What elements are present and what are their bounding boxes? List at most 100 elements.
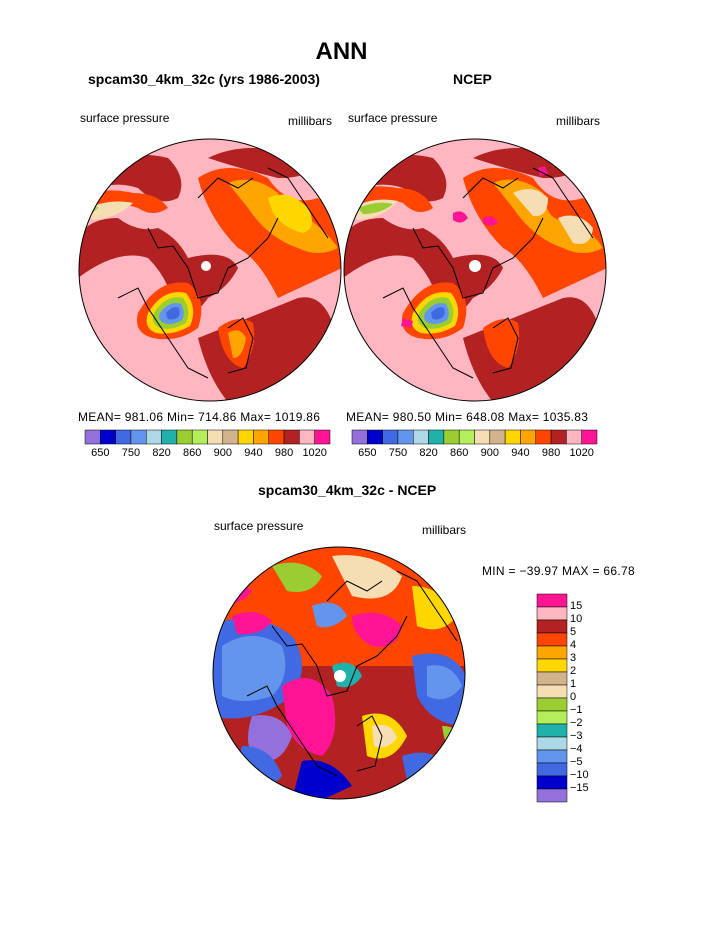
colorbar-tick-label: −1 (570, 704, 583, 716)
colorbar-swatch (382, 429, 399, 445)
colorbar-tick-label: −3 (570, 730, 583, 742)
colorbar-tick-label: 820 (152, 447, 171, 459)
colorbar-tick-label: 650 (358, 447, 377, 459)
colorbar-tick-label: 1 (570, 678, 577, 690)
colorbar-swatch (299, 429, 315, 445)
colorbar-tick-label: 750 (121, 447, 141, 459)
colorbar-tick-label: 650 (91, 447, 110, 459)
left-colorbar (84, 429, 331, 445)
colorbar-swatch (520, 429, 536, 445)
colorbar-tick-label: 860 (183, 447, 202, 459)
colorbar-swatch (536, 775, 568, 790)
colorbar-tick-label: 940 (244, 447, 263, 459)
colorbar-swatch (489, 429, 506, 445)
colorbar-tick-label: 15 (570, 600, 583, 612)
colorbar-swatch (283, 429, 300, 445)
colorbar-swatch (458, 429, 475, 445)
colorbar-swatch (536, 645, 568, 660)
colorbar-swatch (536, 710, 568, 725)
colorbar-swatch (536, 606, 568, 621)
right-variable-label: surface pressure (348, 111, 438, 125)
colorbar-swatch (536, 671, 568, 686)
colorbar-swatch (536, 762, 568, 777)
colorbar-swatch (222, 429, 239, 445)
colorbar-swatch (100, 429, 116, 445)
diff-stats: MIN = −39.97 MAX = 66.78 (482, 564, 635, 578)
colorbar-swatch (535, 429, 552, 445)
colorbar-swatch (367, 429, 383, 445)
colorbar-tick-label: −10 (570, 769, 589, 781)
colorbar-tick-label: 1020 (302, 447, 327, 459)
colorbar-swatch (536, 736, 568, 751)
diff-colorbar-ticks: 15 10 5 4 3 2 1 0 −1 −2 −3 −4 −5 −10 −15 (570, 594, 610, 802)
colorbar-tick-label: 900 (480, 447, 499, 459)
right-stats: MEAN= 980.50 Min= 648.08 Max= 1035.83 (346, 410, 589, 424)
colorbar-swatch (130, 429, 147, 445)
colorbar-swatch (550, 429, 567, 445)
colorbar-tick-label: 2 (570, 665, 577, 677)
left-units-label: millibars (288, 114, 333, 128)
left-variable-label: surface pressure (80, 111, 170, 125)
colorbar-swatch (566, 429, 582, 445)
colorbar-swatch (413, 429, 429, 445)
colorbar-swatch (161, 429, 178, 445)
colorbar-tick-label: −5 (570, 756, 583, 768)
diff-polar-map (212, 546, 466, 800)
diff-units-label: millibars (422, 523, 467, 537)
colorbar-swatch (581, 429, 598, 445)
colorbar-tick-label: 980 (274, 447, 294, 459)
colorbar-tick-label: 4 (570, 639, 577, 651)
colorbar-swatch (176, 429, 193, 445)
right-polar-map (343, 138, 607, 402)
colorbar-swatch (268, 429, 285, 445)
left-colorbar-ticks: 650 750 820 860 900 940 980 1020 (85, 447, 330, 461)
colorbar-swatch (536, 684, 568, 699)
colorbar-tick-label: 750 (388, 447, 408, 459)
colorbar-swatch (146, 429, 162, 445)
colorbar-tick-label: 940 (511, 447, 530, 459)
page-title: ANN (315, 38, 368, 65)
diff-panel-title: spcam30_4km_32c - NCEP (258, 482, 437, 498)
colorbar-tick-label: −4 (570, 743, 583, 755)
colorbar-tick-label: 0 (570, 691, 577, 703)
colorbar-swatch (428, 429, 445, 445)
colorbar-swatch (314, 429, 331, 445)
colorbar-swatch (397, 429, 414, 445)
left-panel-title: spcam30_4km_32c (yrs 1986-2003) (88, 71, 320, 87)
colorbar-tick-label: 1020 (569, 447, 594, 459)
colorbar-swatch (536, 632, 568, 647)
colorbar-swatch (351, 429, 368, 445)
left-stats: MEAN= 981.06 Min= 714.86 Max= 1019.86 (78, 410, 321, 424)
colorbar-swatch (536, 658, 568, 673)
diff-colorbar (536, 593, 568, 803)
colorbar-swatch (115, 429, 132, 445)
colorbar-swatch (253, 429, 269, 445)
colorbar-swatch (443, 429, 460, 445)
colorbar-tick-label: −15 (570, 782, 589, 794)
diff-variable-label: surface pressure (214, 519, 304, 533)
colorbar-tick-label: −2 (570, 717, 583, 729)
colorbar-tick-label: 980 (541, 447, 561, 459)
right-colorbar-ticks: 650 750 820 860 900 940 980 1020 (352, 447, 597, 461)
colorbar-swatch (504, 429, 521, 445)
colorbar-tick-label: 820 (419, 447, 438, 459)
colorbar-swatch (237, 429, 254, 445)
colorbar-swatch (536, 593, 568, 608)
right-units-label: millibars (556, 114, 601, 128)
colorbar-swatch (474, 429, 491, 445)
colorbar-swatch (536, 697, 568, 712)
left-polar-map (78, 138, 342, 402)
colorbar-tick-label: 900 (213, 447, 232, 459)
colorbar-swatch (536, 723, 568, 738)
colorbar-tick-label: 10 (570, 613, 583, 625)
colorbar-swatch (84, 429, 101, 445)
colorbar-swatch (536, 619, 568, 634)
colorbar-tick-label: 3 (570, 652, 577, 664)
colorbar-tick-label: 860 (450, 447, 469, 459)
right-colorbar (351, 429, 598, 445)
colorbar-tick-label: 5 (570, 626, 577, 638)
colorbar-swatch (536, 749, 568, 764)
colorbar-swatch (536, 788, 568, 803)
colorbar-swatch (191, 429, 208, 445)
colorbar-swatch (207, 429, 224, 445)
